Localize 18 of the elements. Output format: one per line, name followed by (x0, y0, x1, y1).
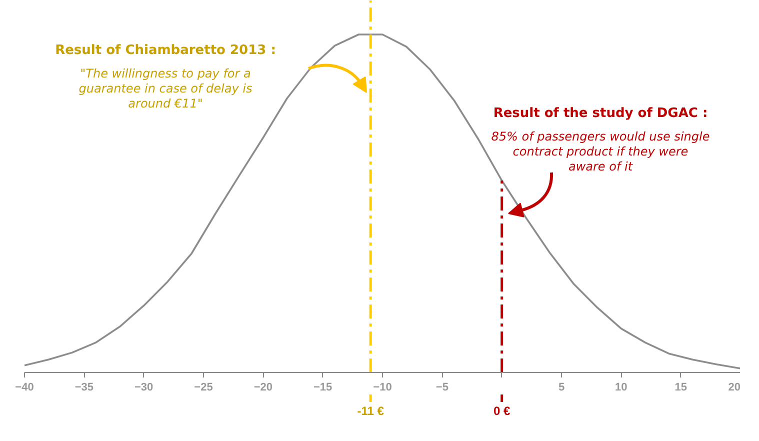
annotation: 85% of passengers would use single contract product if they were aware of it (491, 130, 710, 174)
x-tick-label: −20 (254, 382, 273, 394)
x-tick-label: 15 (674, 382, 687, 394)
ref-line-label: 0 € (493, 404, 510, 418)
x-tick-label: −25 (194, 382, 213, 394)
x-tick-label: 5 (558, 382, 565, 394)
x-tick-label: −15 (314, 382, 332, 394)
annotation: Result of the study of DGAC : (493, 106, 708, 121)
x-tick-label: −30 (134, 382, 154, 394)
annotation: "The willingness to pay for a guarantee in case of delay is around €11" (78, 66, 252, 110)
x-tick-label: −5 (436, 382, 448, 394)
x-tick-label: 10 (615, 382, 628, 394)
x-tick-label: 20 (728, 382, 741, 394)
x-tick-label: −35 (74, 382, 94, 394)
x-tick-label: −10 (373, 382, 392, 394)
x-tick-label: −40 (15, 382, 34, 394)
annotation: Result of Chiambaretto 2013 : (55, 43, 276, 58)
ref-line-label: -11 € (357, 404, 384, 418)
